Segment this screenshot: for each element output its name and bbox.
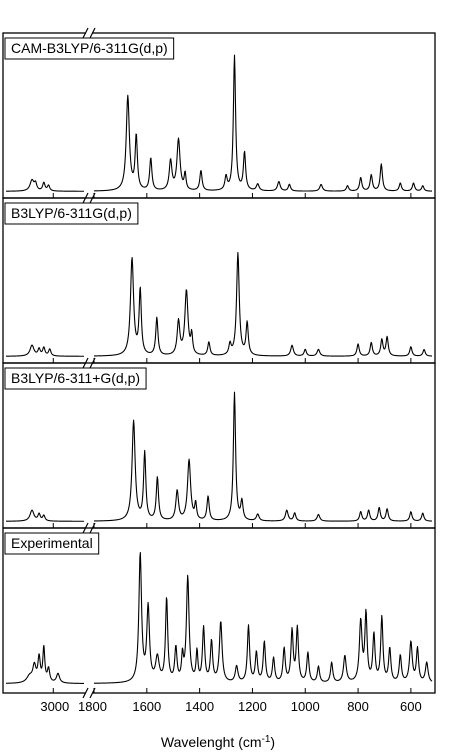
x-tick-label: 1600 [132,699,161,714]
spectrum-trace-high [5,509,85,522]
axis-break-mark [82,27,89,39]
spectrum-trace-fingerprint [93,552,433,684]
axis-break-mark [89,27,96,39]
axis-break-gap [86,29,92,37]
x-tick-label: 600 [400,699,422,714]
legend-label: B3LYP/6-311+G(d,p) [11,370,140,386]
spectrum-trace-high [5,178,85,192]
legend-label: B3LYP/6-311G(d,p) [11,205,132,221]
x-tick-label: 3000 [40,699,69,714]
legend-box [4,532,100,555]
spectrum-trace-fingerprint [93,54,433,192]
legend-box [4,202,139,225]
legend-label: CAM-B3LYP/6-311G(d,p) [11,40,168,56]
axis-break-mark [82,687,89,699]
spectrum-panel-2: B3LYP/6-311G(d,p) [2,197,436,369]
spectrum-panel-1: CAM-B3LYP/6-311G(d,p) [2,27,436,204]
legend-box [4,37,175,60]
panel-frame [2,527,436,694]
axis-break-mark [89,687,96,699]
legend-label: Experimental [11,535,93,551]
x-axis-title: Wavelenght (cm-1) [161,734,275,750]
spectrum-trace-fingerprint [93,252,433,357]
spectrum-trace-high [5,344,85,357]
spectrum-trace-fingerprint [93,391,433,522]
axis-break-gap [86,689,92,697]
spectrum-panel-3: B3LYP/6-311+G(d,p) [2,362,436,534]
x-tick-label: 1000 [291,699,320,714]
spectrum-trace-high [5,645,85,684]
legend-box [4,367,147,390]
x-tick-label: 1400 [185,699,214,714]
spectrum-panel-4: Experimental [2,527,436,699]
x-tick-label: 1800 [78,699,107,714]
x-tick-label: 800 [347,699,369,714]
x-tick-label: 1200 [238,699,267,714]
